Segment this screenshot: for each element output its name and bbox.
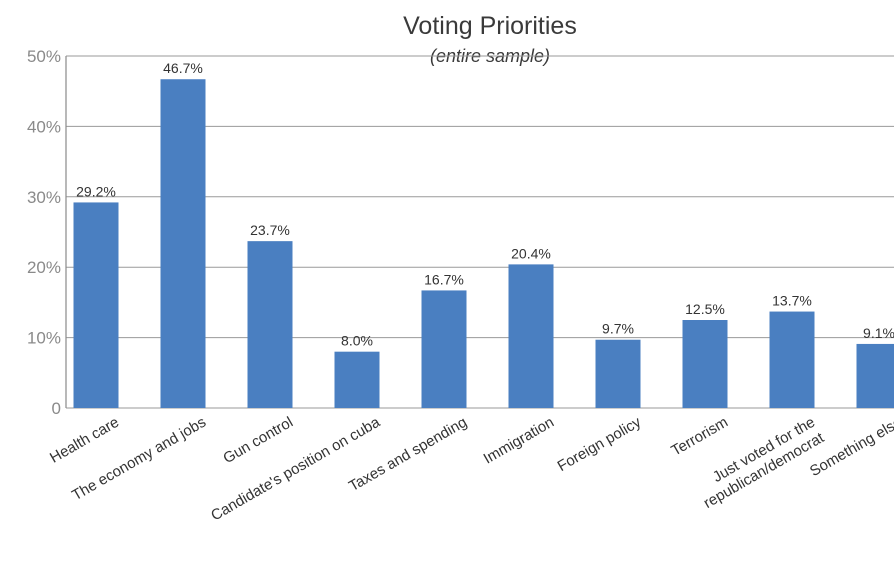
bar <box>682 320 728 408</box>
svg-text:Health care: Health care <box>47 414 122 467</box>
y-tick-label: 30% <box>27 188 61 207</box>
bar <box>160 79 206 409</box>
svg-text:Candidate's position on cuba: Candidate's position on cuba <box>208 413 383 524</box>
data-label: 46.7% <box>163 60 203 76</box>
data-label: 13.7% <box>772 293 812 309</box>
y-tick-label: 40% <box>27 117 61 136</box>
gridlines <box>66 55 894 409</box>
bar <box>595 339 641 408</box>
chart-title: Voting Priorities <box>403 12 577 40</box>
data-label: 9.7% <box>602 321 634 337</box>
svg-text:Foreign policy: Foreign policy <box>555 413 645 475</box>
data-label: 8.0% <box>341 333 373 349</box>
y-tick-label: 50% <box>27 47 61 66</box>
y-tick-label: 20% <box>27 258 61 277</box>
svg-text:Immigration: Immigration <box>481 414 557 468</box>
x-tick-label: Immigration <box>481 414 557 468</box>
data-label: 9.1% <box>863 325 894 341</box>
bar <box>508 264 554 408</box>
x-tick-label: Terrorism <box>668 414 731 460</box>
y-tick-label: 0 <box>52 399 61 418</box>
x-tick-label: Gun control <box>220 414 296 467</box>
bar <box>73 202 119 408</box>
bar <box>421 290 467 408</box>
svg-text:Gun control: Gun control <box>220 414 296 467</box>
bar <box>334 351 380 408</box>
x-tick-label: Health care <box>47 414 122 467</box>
y-axis-ticks: 0 10% 20% 30% 40% 50% <box>27 47 61 418</box>
data-labels: 29.2% 46.7% 23.7% 8.0% 16.7% 20.4% 9.7% 12.5% 13… <box>76 60 894 348</box>
bar <box>247 241 293 408</box>
data-label: 23.7% <box>250 222 290 238</box>
data-label: 12.5% <box>685 301 725 317</box>
data-label: 20.4% <box>511 245 551 261</box>
bars <box>73 79 894 409</box>
x-tick-label: Candidate's position on cuba <box>208 413 383 524</box>
bar <box>769 311 815 408</box>
x-tick-label: Foreign policy <box>555 413 645 475</box>
bar <box>856 343 894 408</box>
y-tick-label: 10% <box>27 329 61 348</box>
data-label: 29.2% <box>76 183 116 199</box>
svg-text:Terrorism: Terrorism <box>668 414 731 460</box>
data-label: 16.7% <box>424 271 464 287</box>
